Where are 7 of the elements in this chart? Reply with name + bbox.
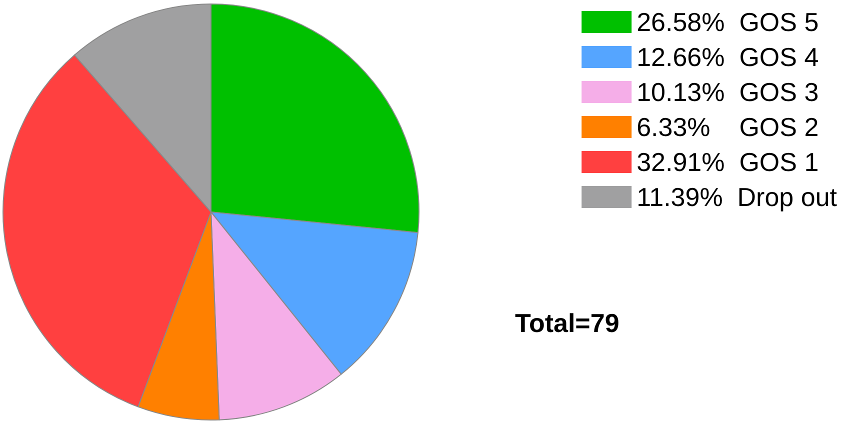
legend-label: 26.58% GOS 5: [636, 7, 819, 37]
text: Total=79: [515, 308, 620, 338]
legend-label: 6.33% GOS 2: [636, 112, 819, 142]
legend-label: 12.66% GOS 4: [636, 42, 819, 72]
legend-label: 32.91% GOS 1: [636, 147, 819, 177]
legend-label: 10.13% GOS 3: [636, 77, 819, 107]
legend-label: 11.39% Drop out: [636, 182, 838, 212]
